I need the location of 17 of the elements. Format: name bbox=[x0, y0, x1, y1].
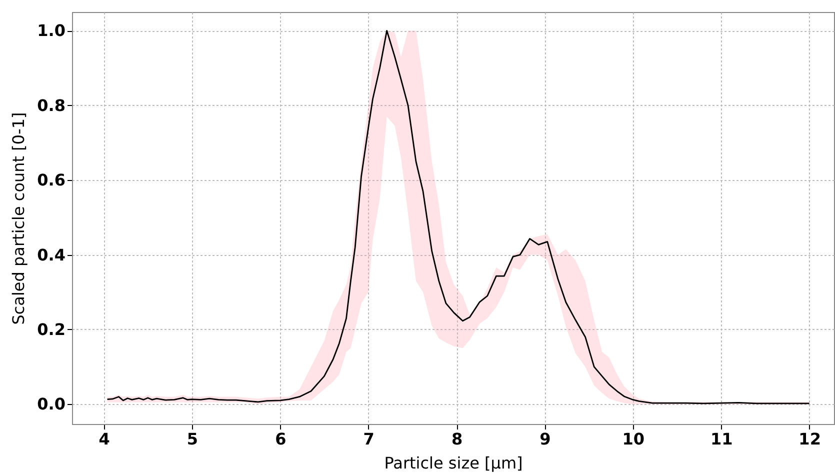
x-axis-title: Particle size [μm] bbox=[384, 454, 523, 472]
x-tick-label: 4 bbox=[98, 430, 110, 448]
x-tick-label: 11 bbox=[710, 430, 733, 448]
y-tick-label: 0.2 bbox=[37, 320, 66, 339]
y-tick-label: 0.6 bbox=[37, 170, 66, 190]
y-tick-label: 0.4 bbox=[37, 245, 66, 264]
x-tick-label: 10 bbox=[622, 430, 645, 448]
x-tick-label: 5 bbox=[186, 430, 198, 448]
x-tick-label: 9 bbox=[540, 430, 551, 448]
x-tick-label: 12 bbox=[798, 430, 821, 448]
y-tick-label: 1.0 bbox=[37, 21, 66, 40]
x-tick-label: 6 bbox=[275, 430, 286, 448]
y-tick-label: 0.0 bbox=[37, 394, 66, 414]
y-axis-title: Scaled particle count [0-1] bbox=[9, 112, 28, 325]
y-tick-label: 0.8 bbox=[37, 96, 66, 115]
x-tick-label: 7 bbox=[363, 430, 374, 448]
x-tick-label: 8 bbox=[451, 430, 463, 448]
